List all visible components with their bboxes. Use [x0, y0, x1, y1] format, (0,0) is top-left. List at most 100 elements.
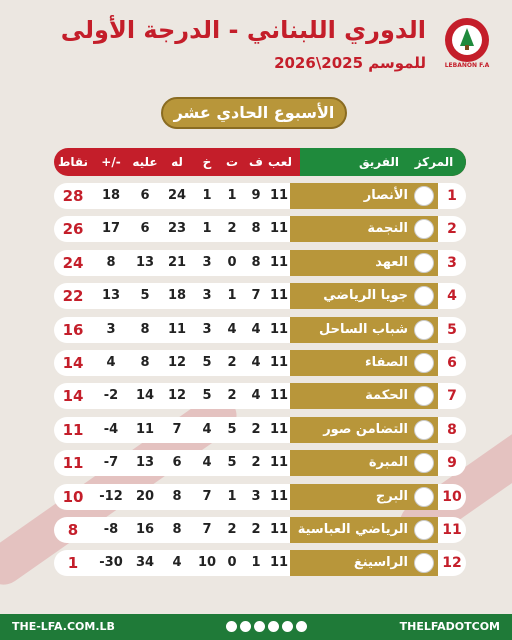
- cell-gf: 11: [167, 321, 187, 337]
- table-row: 26 17 6 23 1 2 8 11 النجمة 2: [54, 216, 466, 243]
- cell-drawn: 0: [227, 555, 237, 571]
- team-crest-icon: [414, 286, 434, 307]
- position-cell: 3: [438, 249, 466, 276]
- cell-lost: 3: [202, 321, 212, 337]
- cell-gf: 12: [167, 355, 187, 370]
- cell-played: 11: [269, 188, 289, 203]
- cell-played: 11: [269, 555, 289, 571]
- team-crest-icon: [414, 419, 434, 440]
- cell-pts: 26: [62, 220, 84, 239]
- snapchat-icon[interactable]: [240, 621, 251, 632]
- cell-ga: 8: [140, 321, 150, 337]
- team-name: المبرة: [368, 455, 408, 471]
- cell-pts: 24: [62, 253, 84, 272]
- column-header-gd: +/-: [101, 155, 121, 169]
- cell-gf: 21: [167, 254, 187, 270]
- cell-ga: 5: [140, 288, 150, 304]
- cell-drawn: 5: [227, 455, 237, 471]
- cell-lost: 5: [202, 388, 212, 404]
- table-row: 16 3 8 11 3 4 4 11 شباب الساحل 5: [54, 316, 466, 343]
- position-number: 3: [447, 254, 457, 271]
- facebook-icon[interactable]: [226, 621, 237, 632]
- cell-pts: 11: [62, 420, 84, 439]
- column-header-played: لعب: [268, 155, 292, 169]
- cell-gf: 8: [172, 488, 182, 504]
- team-crest-icon: [414, 252, 434, 273]
- team-cell: النجمة: [290, 216, 438, 243]
- cell-lost: 7: [202, 522, 212, 537]
- instagram-icon[interactable]: [254, 621, 265, 632]
- position-cell: 11: [438, 517, 466, 543]
- cell-gf: 4: [172, 555, 182, 571]
- team-cell: الراسينغ: [290, 550, 438, 577]
- cell-won: 4: [251, 388, 261, 404]
- cell-played: 11: [269, 221, 289, 237]
- team-cell: الرياضي العباسية: [290, 517, 438, 543]
- cell-played: 11: [269, 421, 289, 437]
- column-header-ga: عليه: [132, 155, 158, 169]
- cell-gf: 24: [167, 188, 187, 203]
- cell-ga: 6: [140, 188, 150, 203]
- cell-pts: 22: [62, 287, 84, 306]
- table-row: 22 13 5 18 3 1 7 11 جويا الرياضي 4: [54, 283, 466, 310]
- position-cell: 5: [438, 316, 466, 343]
- team-cell: الأنصار: [290, 183, 438, 209]
- team-cell: المبرة: [290, 450, 438, 477]
- cell-gd: 8: [106, 254, 116, 270]
- column-header-lost: خ: [202, 155, 212, 169]
- position-number: 1: [447, 188, 457, 204]
- cell-played: 11: [269, 488, 289, 504]
- column-header-team: الفريق: [358, 155, 400, 169]
- team-name: جويا الرياضي: [323, 288, 408, 304]
- team-name: النجمة: [367, 221, 408, 237]
- table-row: 10 -12 20 8 7 1 3 11 البرج 10: [54, 483, 466, 510]
- cell-pts: 16: [62, 320, 84, 339]
- cell-ga: 6: [140, 221, 150, 237]
- cell-lost: 1: [202, 188, 212, 203]
- cell-lost: 7: [202, 488, 212, 504]
- website-link[interactable]: THE-LFA.COM.LB: [12, 620, 115, 633]
- team-crest-icon: [414, 353, 434, 373]
- cell-lost: 10: [197, 555, 217, 571]
- position-cell: 8: [438, 416, 466, 443]
- column-header-gf: له: [171, 155, 183, 169]
- cell-gd: -12: [99, 488, 123, 504]
- cell-ga: 8: [140, 355, 150, 370]
- cell-drawn: 0: [227, 254, 237, 270]
- cell-won: 8: [251, 254, 261, 270]
- cell-gd: -30: [99, 555, 123, 571]
- cell-gd: -4: [103, 421, 119, 437]
- linkedin-icon[interactable]: [296, 621, 307, 632]
- table-row: 14 4 8 12 5 2 4 11 الصفاء 6: [54, 350, 466, 376]
- cell-won: 4: [251, 355, 261, 370]
- team-cell: الصفاء: [290, 350, 438, 376]
- youtube-icon[interactable]: [282, 621, 293, 632]
- cell-drawn: 1: [227, 288, 237, 304]
- position-cell: 4: [438, 283, 466, 310]
- cell-drawn: 5: [227, 421, 237, 437]
- cell-played: 11: [269, 455, 289, 471]
- team-crest-icon: [414, 553, 434, 574]
- column-header-won: ف: [249, 155, 263, 169]
- team-name: الرياضي العباسية: [297, 522, 408, 537]
- table-header: نقاط +/- عليه له خ ت ف لعب الفريق المركز: [54, 148, 466, 176]
- x-icon[interactable]: [268, 621, 279, 632]
- social-handle[interactable]: THELFADOTCOM: [399, 620, 500, 633]
- position-number: 7: [447, 388, 457, 405]
- table-row: 24 8 13 21 3 0 8 11 العهد 3: [54, 249, 466, 276]
- footer: THE-LFA.COM.LB THELFADOTCOM: [0, 614, 512, 640]
- table-row: 11 -7 13 6 4 5 2 11 المبرة 9: [54, 450, 466, 477]
- team-crest-icon: [414, 186, 434, 206]
- cell-won: 7: [251, 288, 261, 304]
- cell-lost: 1: [202, 221, 212, 237]
- row-stats: [54, 316, 290, 343]
- table-header-team-section: [300, 148, 466, 176]
- row-stats: [54, 517, 290, 543]
- position-number: 11: [442, 522, 462, 538]
- cell-ga: 13: [135, 254, 155, 270]
- cell-lost: 3: [202, 254, 212, 270]
- cell-played: 11: [269, 321, 289, 337]
- cell-won: 1: [251, 555, 261, 571]
- cell-gd: -2: [103, 388, 119, 404]
- team-crest-icon: [414, 520, 434, 540]
